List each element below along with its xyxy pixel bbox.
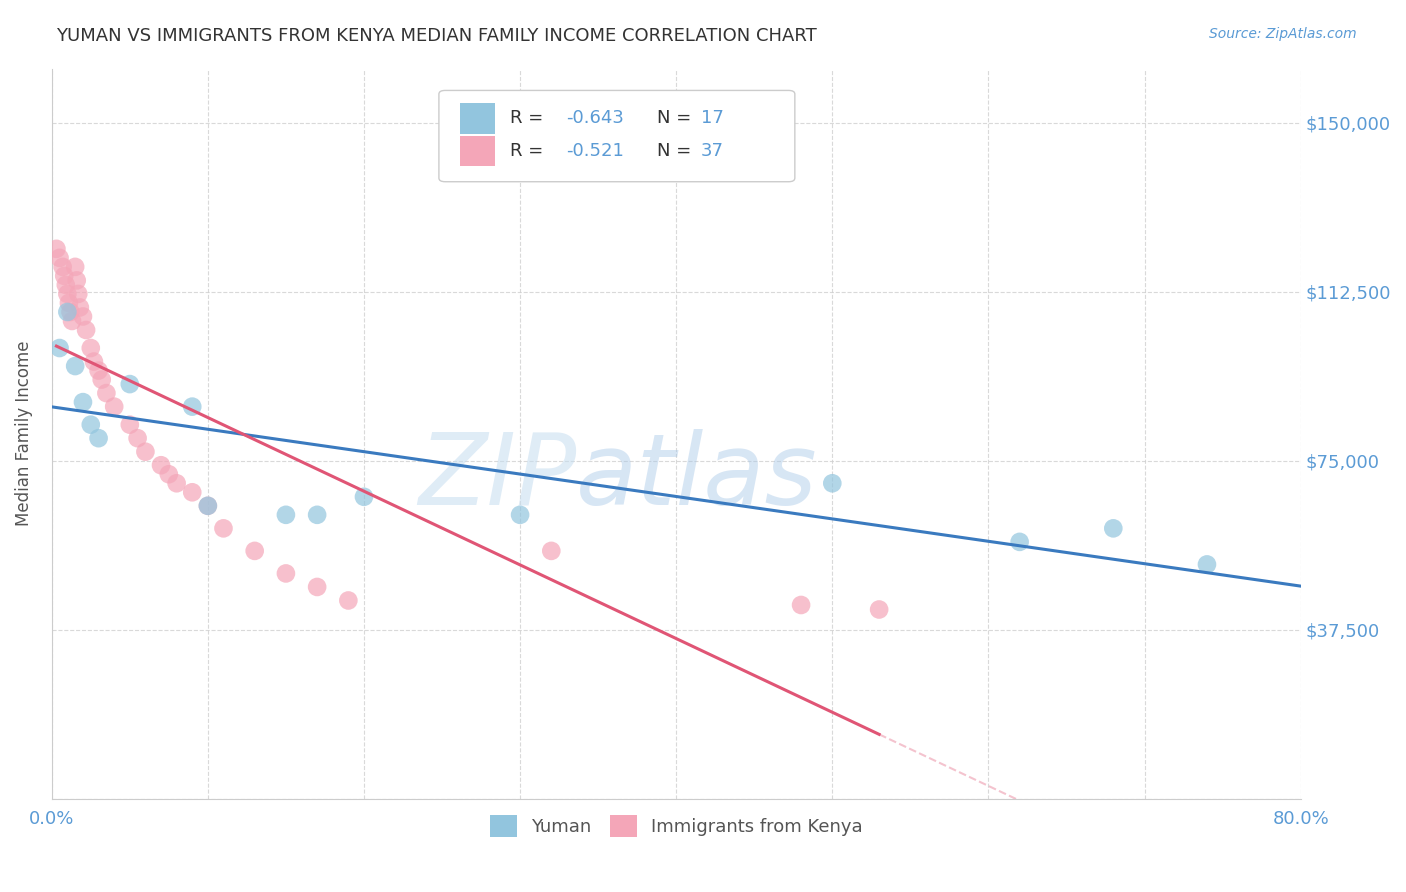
Text: N =: N = (658, 109, 697, 128)
Point (868, 602, 890, 616)
Point (66, 273, 89, 287)
Point (87, 431, 110, 445)
Point (59, 305, 82, 319)
Point (1102, 521, 1125, 535)
Point (212, 521, 235, 535)
Bar (460, 103, 495, 134)
Point (134, 444, 156, 458)
Text: R =: R = (510, 142, 550, 160)
Text: -0.521: -0.521 (567, 142, 624, 160)
Point (96, 386, 118, 401)
Text: Source: ZipAtlas.com: Source: ZipAtlas.com (1209, 27, 1357, 41)
Legend: Yuman, Immigrants from Kenya: Yuman, Immigrants from Kenya (482, 808, 870, 845)
Point (166, 476, 188, 491)
Point (181, 485, 204, 500)
Point (103, 400, 125, 414)
Point (509, 508, 531, 522)
Text: 37: 37 (702, 142, 724, 160)
Text: N =: N = (658, 142, 697, 160)
Bar (460, 136, 495, 167)
Point (48, 341, 70, 355)
Point (52, 260, 75, 274)
Point (72, 310, 94, 324)
Point (127, 431, 149, 445)
Text: R =: R = (510, 109, 550, 128)
Point (197, 499, 219, 513)
Point (307, 508, 329, 522)
Point (118, 377, 141, 392)
Point (83, 354, 105, 368)
Point (58, 296, 80, 310)
Point (69, 301, 91, 315)
Point (75, 323, 97, 337)
Point (243, 544, 266, 558)
Point (790, 598, 813, 612)
Point (157, 467, 180, 482)
Point (48, 251, 70, 265)
Point (181, 400, 204, 414)
Text: ZIP: ZIP (418, 429, 576, 526)
Point (72, 395, 94, 409)
Point (56, 287, 79, 301)
Point (80, 417, 103, 432)
Point (821, 476, 844, 491)
Point (274, 566, 297, 581)
Point (80, 341, 103, 355)
Point (353, 490, 375, 504)
Point (63, 359, 86, 373)
Text: 17: 17 (702, 109, 724, 128)
FancyBboxPatch shape (439, 90, 794, 182)
Point (45, 242, 67, 256)
Text: atlas: atlas (576, 429, 818, 526)
Point (274, 508, 297, 522)
Point (55, 277, 77, 292)
Point (197, 499, 219, 513)
Point (307, 580, 329, 594)
Point (60, 314, 83, 328)
Point (87, 363, 110, 377)
Point (53, 268, 76, 283)
Point (63, 260, 86, 274)
Y-axis label: Median Family Income: Median Family Income (15, 341, 32, 526)
Point (56, 305, 79, 319)
Point (90, 373, 112, 387)
Point (540, 544, 562, 558)
Text: -0.643: -0.643 (567, 109, 624, 128)
Point (1008, 534, 1031, 549)
Point (118, 417, 141, 432)
Point (67, 287, 90, 301)
Point (337, 593, 360, 607)
Point (1195, 558, 1218, 572)
Point (150, 458, 173, 473)
Text: YUMAN VS IMMIGRANTS FROM KENYA MEDIAN FAMILY INCOME CORRELATION CHART: YUMAN VS IMMIGRANTS FROM KENYA MEDIAN FA… (56, 27, 817, 45)
